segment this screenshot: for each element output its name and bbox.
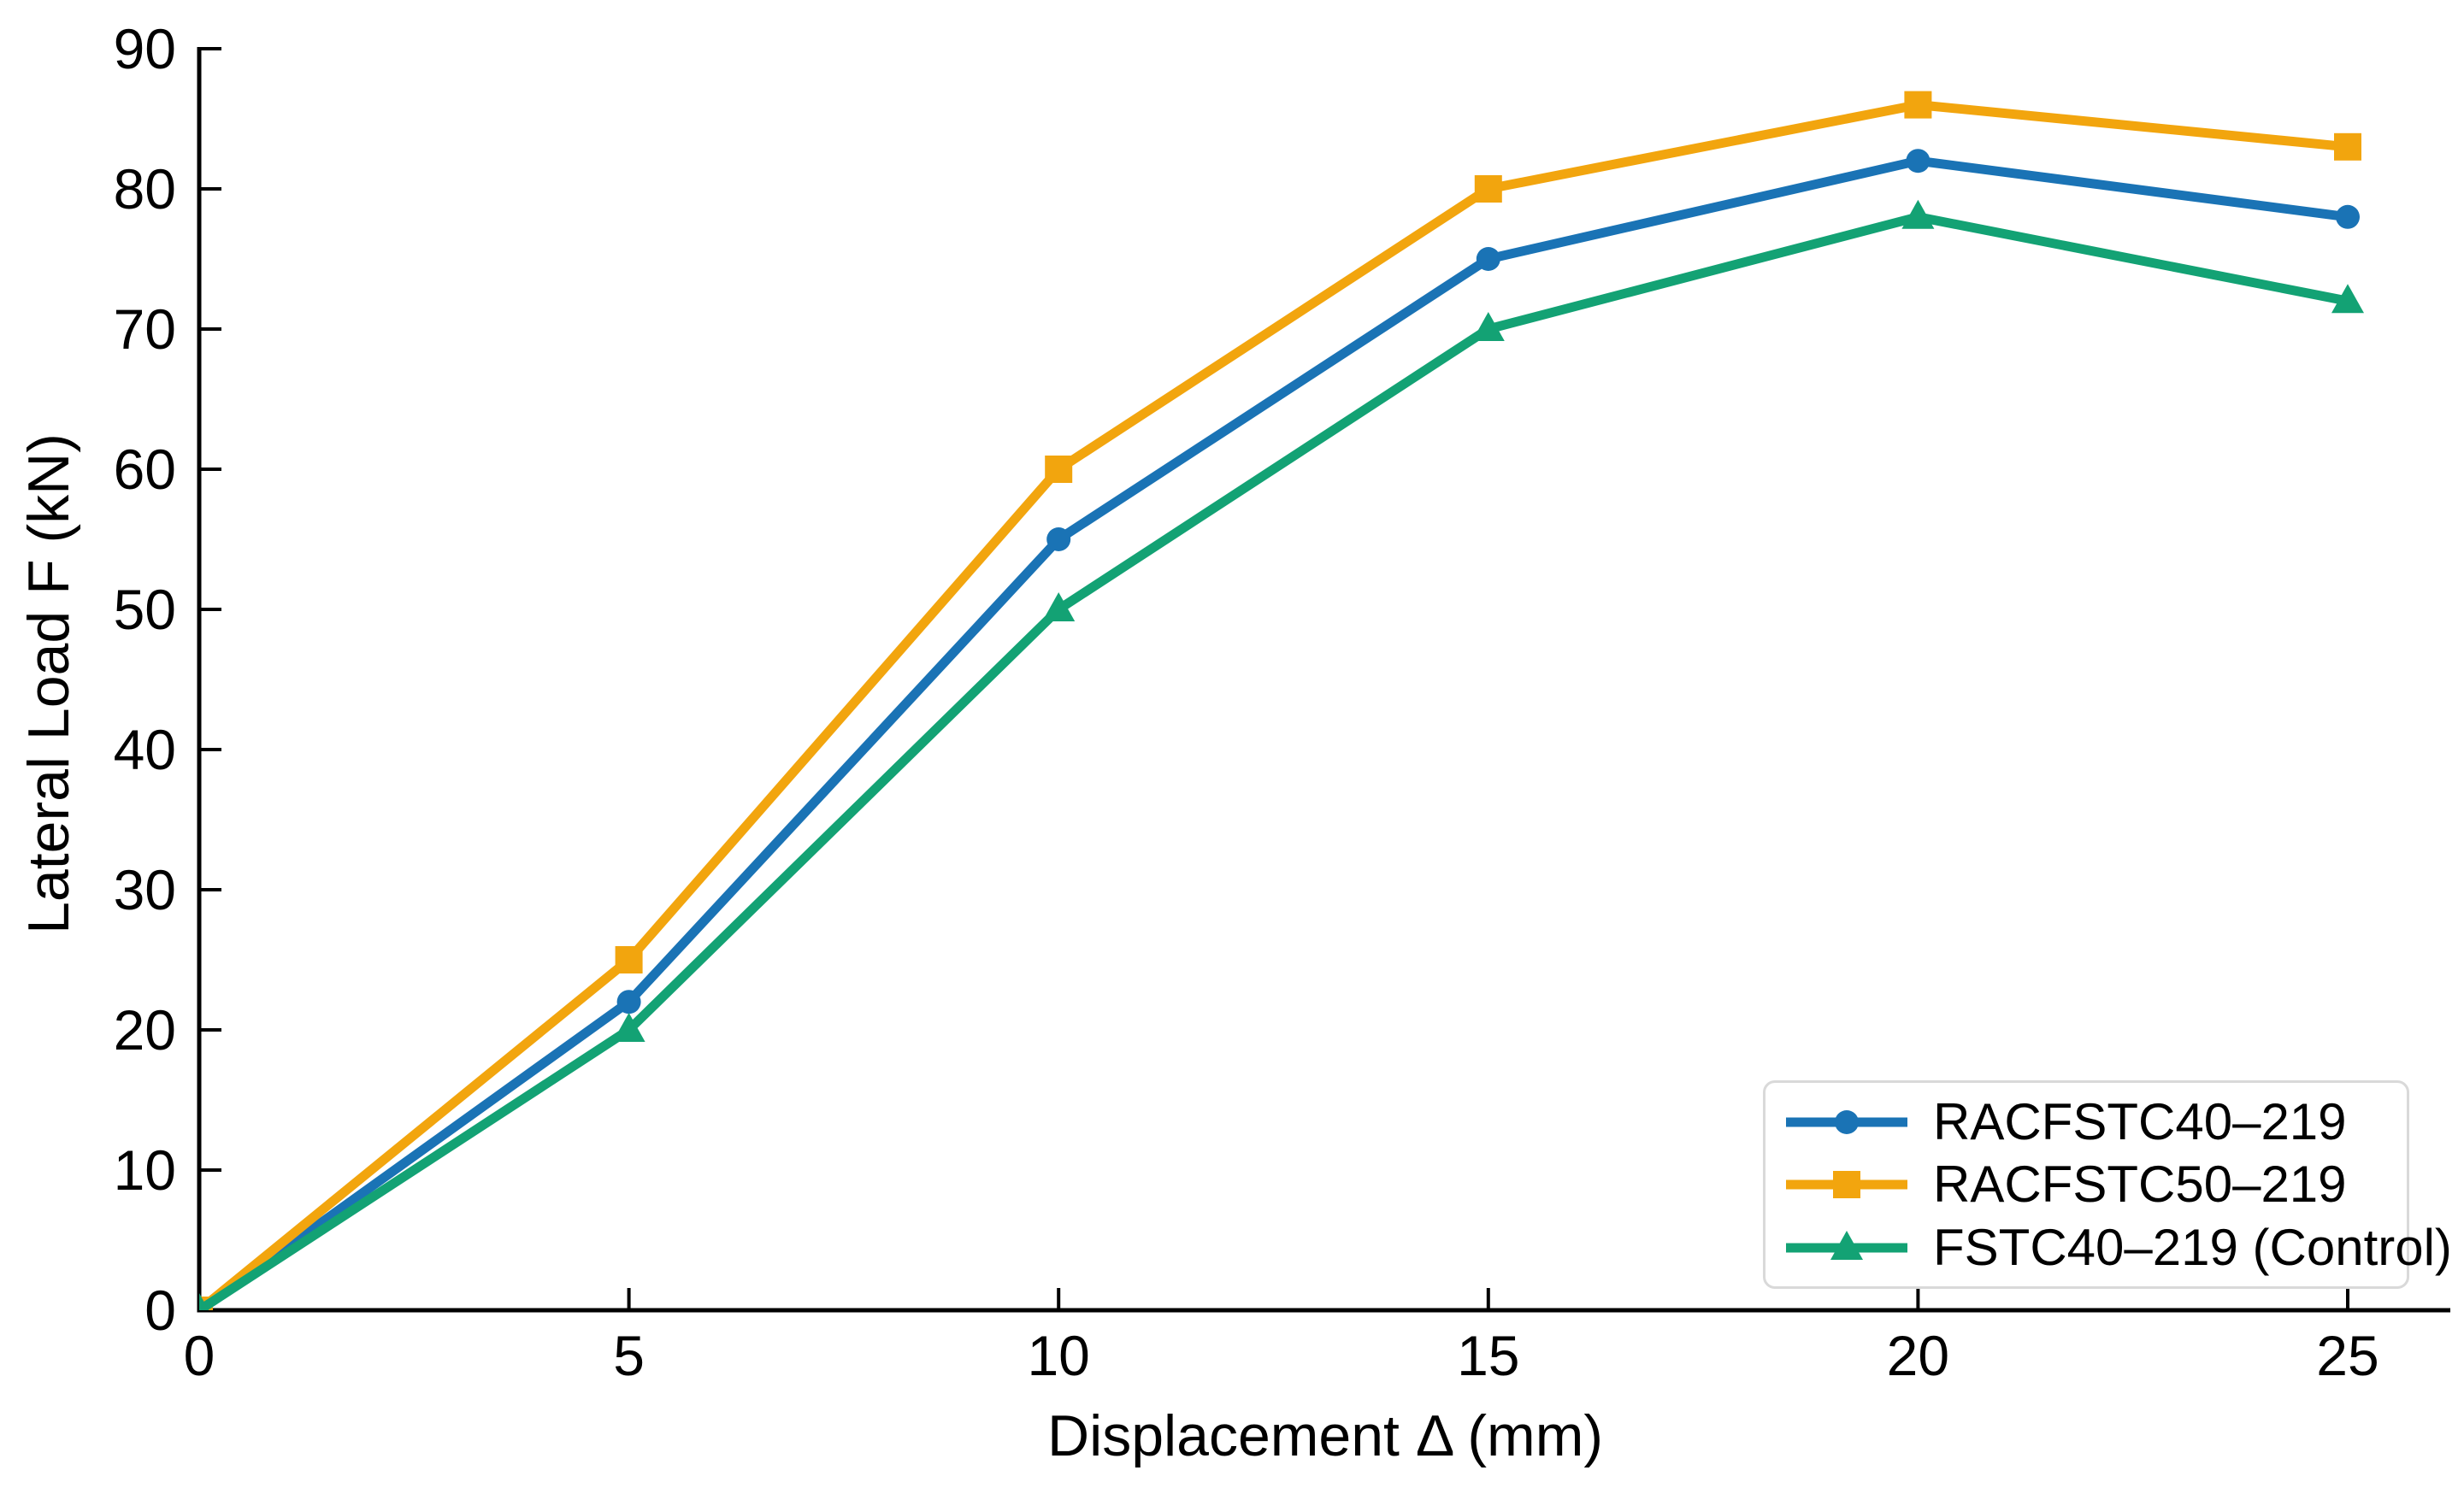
data-point-triangle bbox=[1901, 199, 1935, 229]
legend-swatch-circle bbox=[1786, 1109, 1907, 1134]
x-tick-label: 5 bbox=[613, 1324, 645, 1387]
series-line bbox=[199, 156, 2349, 1310]
data-point-triangle bbox=[1042, 592, 1076, 621]
legend-label: RACFSTC40–219 bbox=[1933, 1092, 2347, 1150]
y-tick-label: 70 bbox=[113, 297, 176, 361]
data-point-square bbox=[1904, 91, 1932, 119]
series-line bbox=[199, 100, 2349, 1310]
data-point-triangle bbox=[199, 1293, 209, 1310]
legend-marker-circle bbox=[1835, 1109, 1859, 1134]
x-tick-label: 0 bbox=[183, 1324, 215, 1387]
data-point-circle bbox=[616, 990, 641, 1015]
legend-item: FSTC40–219 (Control) bbox=[1765, 1220, 2452, 1275]
x-tick-label: 25 bbox=[2316, 1324, 2379, 1387]
legend-marker-square bbox=[1833, 1171, 1860, 1198]
series-FSTC40–219 (Control) bbox=[199, 199, 2364, 1310]
series-RACFSTC40–219 bbox=[199, 149, 2360, 1310]
y-tick-label: 90 bbox=[113, 17, 176, 80]
legend-item: RACFSTC40–219 bbox=[1765, 1092, 2407, 1150]
y-tick-label: 0 bbox=[144, 1279, 176, 1342]
data-point-circle bbox=[2336, 204, 2360, 229]
legend-item: RACFSTC50–219 bbox=[1765, 1157, 2407, 1212]
y-tick-label: 20 bbox=[113, 998, 176, 1062]
x-tick-label: 10 bbox=[1027, 1324, 1090, 1387]
x-tick-label: 15 bbox=[1457, 1324, 1520, 1387]
data-point-circle bbox=[1476, 247, 1500, 271]
data-point-square bbox=[2334, 132, 2361, 161]
data-point-square bbox=[1045, 456, 1073, 483]
data-point-triangle bbox=[1471, 312, 1505, 341]
legend-marker-triangle bbox=[1830, 1230, 1863, 1260]
legend-label: FSTC40–219 (Control) bbox=[1933, 1218, 2452, 1276]
y-tick-label: 30 bbox=[113, 858, 176, 921]
y-axis-title: Lateral Load F (kN) bbox=[16, 433, 81, 934]
y-tick-label: 60 bbox=[113, 438, 176, 501]
series-line bbox=[199, 212, 2349, 1310]
x-axis-title: Displacement Δ (mm) bbox=[1047, 1403, 1603, 1468]
y-tick-label: 10 bbox=[113, 1138, 176, 1202]
data-point-square bbox=[1474, 175, 1502, 203]
data-point-circle bbox=[1046, 527, 1071, 551]
legend-swatch-square bbox=[1786, 1171, 1907, 1198]
data-point-triangle bbox=[2331, 284, 2364, 314]
legend-label: RACFSTC50–219 bbox=[1933, 1156, 2347, 1213]
y-tick-label: 80 bbox=[113, 157, 176, 221]
data-point-triangle bbox=[612, 1013, 645, 1042]
legend: RACFSTC40–219 RACFSTC50–219 FSTC40–219 (Co… bbox=[1763, 1080, 2452, 1289]
legend-swatch-triangle bbox=[1786, 1230, 1907, 1260]
x-tick-label: 20 bbox=[1886, 1324, 1950, 1387]
y-tick-label: 40 bbox=[113, 718, 176, 781]
y-tick-label: 50 bbox=[113, 578, 176, 641]
data-point-square bbox=[615, 946, 643, 973]
data-point-circle bbox=[1906, 149, 1931, 174]
